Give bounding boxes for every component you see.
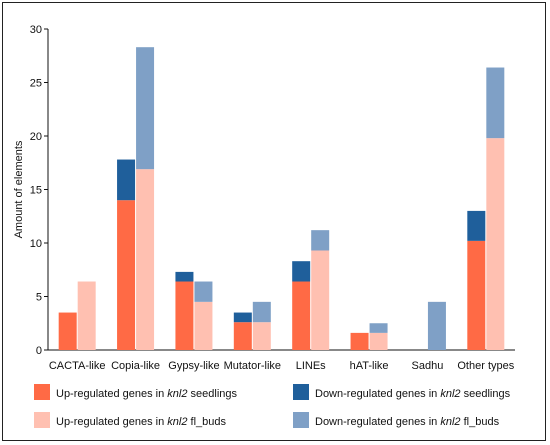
bars (58, 47, 505, 350)
y-tick-label: 5 (36, 292, 42, 304)
legend-label-part: knl2 (167, 388, 187, 400)
bar-segment-fl_buds-down (136, 47, 155, 170)
y-tick-label: 30 (30, 24, 42, 36)
bar-segment-seedlings-down (117, 159, 136, 201)
bar-segment-seedlings-up (233, 322, 252, 350)
bar-segment-fl_buds-up (194, 301, 213, 350)
category-label: Sadhu (412, 360, 444, 372)
legend-label-part: Up-regulated genes in (56, 416, 167, 428)
y-tick-label: 0 (36, 345, 42, 357)
chart-frame (2, 2, 546, 441)
bar-segment-seedlings-down (292, 261, 311, 282)
legend-label-part: Down-regulated genes in (315, 388, 440, 400)
y-axis-title: Amount of elements (13, 140, 25, 238)
category-label: LINEs (296, 360, 326, 372)
category-label: Copia-like (111, 360, 160, 372)
bar-segment-seedlings-down (467, 210, 486, 241)
legend-label-part: Up-regulated genes in (56, 388, 167, 400)
category-label: CACTA-like (49, 360, 106, 372)
bar-segment-fl_buds-up (369, 332, 388, 350)
y-tick-label: 10 (30, 238, 42, 250)
legend-swatch (34, 384, 50, 400)
bar-segment-fl_buds-up (252, 322, 271, 350)
legend-swatch (293, 412, 309, 428)
bar-segment-seedlings-up (175, 281, 194, 350)
legend-label-part: seedlings (461, 388, 511, 400)
bar-segment-fl_buds-down (311, 230, 330, 251)
bar-segment-fl_buds-down (252, 301, 271, 323)
category-label: hAT-like (350, 360, 389, 372)
y-tick-label: 15 (30, 185, 42, 197)
legend-label-part: knl2 (440, 388, 460, 400)
bar-segment-seedlings-down (233, 312, 252, 323)
y-tick-label: 20 (30, 131, 42, 143)
category-label: Other types (457, 360, 514, 372)
bar-segment-fl_buds-up (311, 250, 330, 350)
legend-swatch (293, 384, 309, 400)
category-label: Mutator-like (224, 360, 281, 372)
category-label: Gypsy-like (168, 360, 219, 372)
bar-segment-fl_buds-up (77, 281, 96, 350)
bar-segment-seedlings-down (175, 271, 194, 282)
legend-label: Down-regulated genes in knl2 fl_buds (315, 416, 500, 428)
legend-swatch (34, 412, 50, 428)
bar-segment-seedlings-up (350, 332, 369, 350)
legend-label: Down-regulated genes in knl2 seedlings (315, 388, 511, 400)
category-labels: CACTA-like Copia-like Gypsy-like Mutator-li… (49, 360, 515, 372)
legend-label-part: Down-regulated genes in (315, 416, 440, 428)
legend-label-part: knl2 (440, 416, 460, 428)
legend-label-part: fl_buds (461, 416, 500, 428)
bar-segment-fl_buds-up (136, 169, 155, 350)
bar-segment-fl_buds-up (486, 138, 505, 350)
bar-segment-fl_buds-down (427, 301, 446, 350)
bar-segment-seedlings-up (117, 200, 136, 350)
legend-label-part: seedlings (187, 388, 237, 400)
y-tick-label: 25 (30, 78, 42, 90)
legend-label: Up-regulated genes in knl2 seedlings (56, 388, 238, 400)
bar-segment-fl_buds-down (369, 323, 388, 333)
bar-segment-seedlings-up (467, 240, 486, 350)
legend: Up-regulated genes in knl2 seedlingsUp-r… (34, 384, 511, 428)
bar-segment-seedlings-up (58, 312, 77, 350)
legend-label-part: knl2 (167, 416, 187, 428)
bar-segment-fl_buds-down (486, 67, 505, 139)
bar-segment-seedlings-up (292, 281, 311, 350)
legend-label: Up-regulated genes in knl2 fl_buds (56, 416, 227, 428)
legend-label-part: fl_buds (187, 416, 226, 428)
bar-segment-fl_buds-down (194, 281, 213, 302)
